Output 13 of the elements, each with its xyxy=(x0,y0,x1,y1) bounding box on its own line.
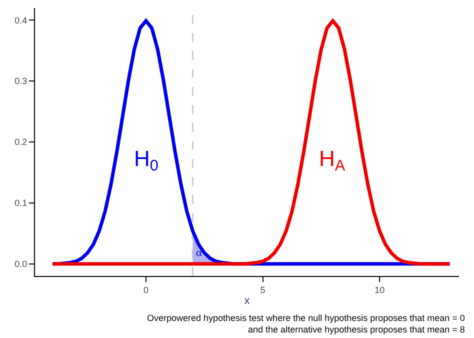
text: Overpowered hypothesis test where the null hypothesis proposes that mean = 0 and the alternative hypothesis proposes that mean = 8 xyxy=(147,313,465,335)
x-tick-label: 10 xyxy=(374,284,385,295)
y-tick-label: 0.2 xyxy=(14,137,28,148)
annotation: H$_{0}$ xyxy=(134,146,158,175)
y-tick-label: 0.1 xyxy=(14,198,28,208)
y-tick-label: 0.0 xyxy=(14,258,28,269)
x-axis-title: x xyxy=(244,295,250,307)
x-tick-label: 5 xyxy=(260,284,266,295)
x-tick-label: 0 xyxy=(143,284,148,295)
annotation: α xyxy=(196,247,202,259)
y-tick-label: 0.4 xyxy=(14,15,28,26)
annotation: H$_{A}$ xyxy=(319,146,346,175)
y-tick-label: 0.3 xyxy=(14,76,28,86)
